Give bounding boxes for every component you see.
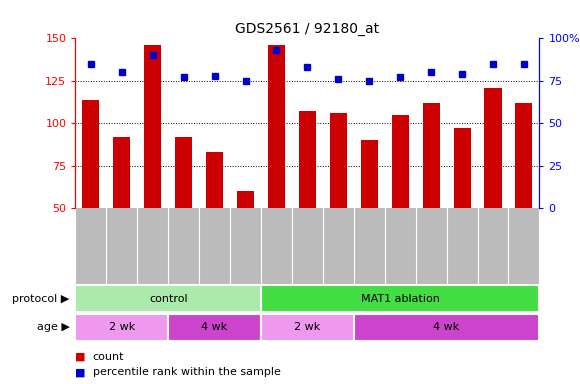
Text: ■: ■ bbox=[75, 367, 86, 377]
Bar bbox=[361, 140, 378, 208]
Bar bbox=[330, 113, 347, 208]
Bar bbox=[516, 103, 532, 208]
Text: protocol ▶: protocol ▶ bbox=[12, 293, 70, 303]
Bar bbox=[75, 285, 261, 312]
Text: percentile rank within the sample: percentile rank within the sample bbox=[93, 367, 281, 377]
Text: control: control bbox=[149, 293, 187, 303]
Bar bbox=[423, 103, 440, 208]
Bar bbox=[392, 115, 409, 208]
Bar bbox=[168, 313, 261, 341]
Bar bbox=[144, 45, 161, 208]
Bar bbox=[82, 99, 99, 208]
Title: GDS2561 / 92180_at: GDS2561 / 92180_at bbox=[235, 22, 379, 36]
Text: age ▶: age ▶ bbox=[37, 322, 70, 332]
Bar bbox=[484, 88, 502, 208]
Bar bbox=[261, 313, 354, 341]
Text: count: count bbox=[93, 352, 124, 362]
Bar bbox=[237, 191, 254, 208]
Text: 2 wk: 2 wk bbox=[294, 322, 321, 332]
Bar bbox=[206, 152, 223, 208]
Text: 4 wk: 4 wk bbox=[433, 322, 460, 332]
Bar bbox=[268, 45, 285, 208]
Bar bbox=[261, 285, 539, 312]
Bar bbox=[113, 137, 130, 208]
Bar bbox=[299, 111, 316, 208]
Bar bbox=[75, 313, 168, 341]
Text: 2 wk: 2 wk bbox=[108, 322, 135, 332]
Text: MAT1 ablation: MAT1 ablation bbox=[361, 293, 440, 303]
Text: ■: ■ bbox=[75, 352, 86, 362]
Text: 4 wk: 4 wk bbox=[201, 322, 228, 332]
Bar bbox=[175, 137, 192, 208]
Bar bbox=[354, 313, 539, 341]
Bar bbox=[454, 128, 470, 208]
